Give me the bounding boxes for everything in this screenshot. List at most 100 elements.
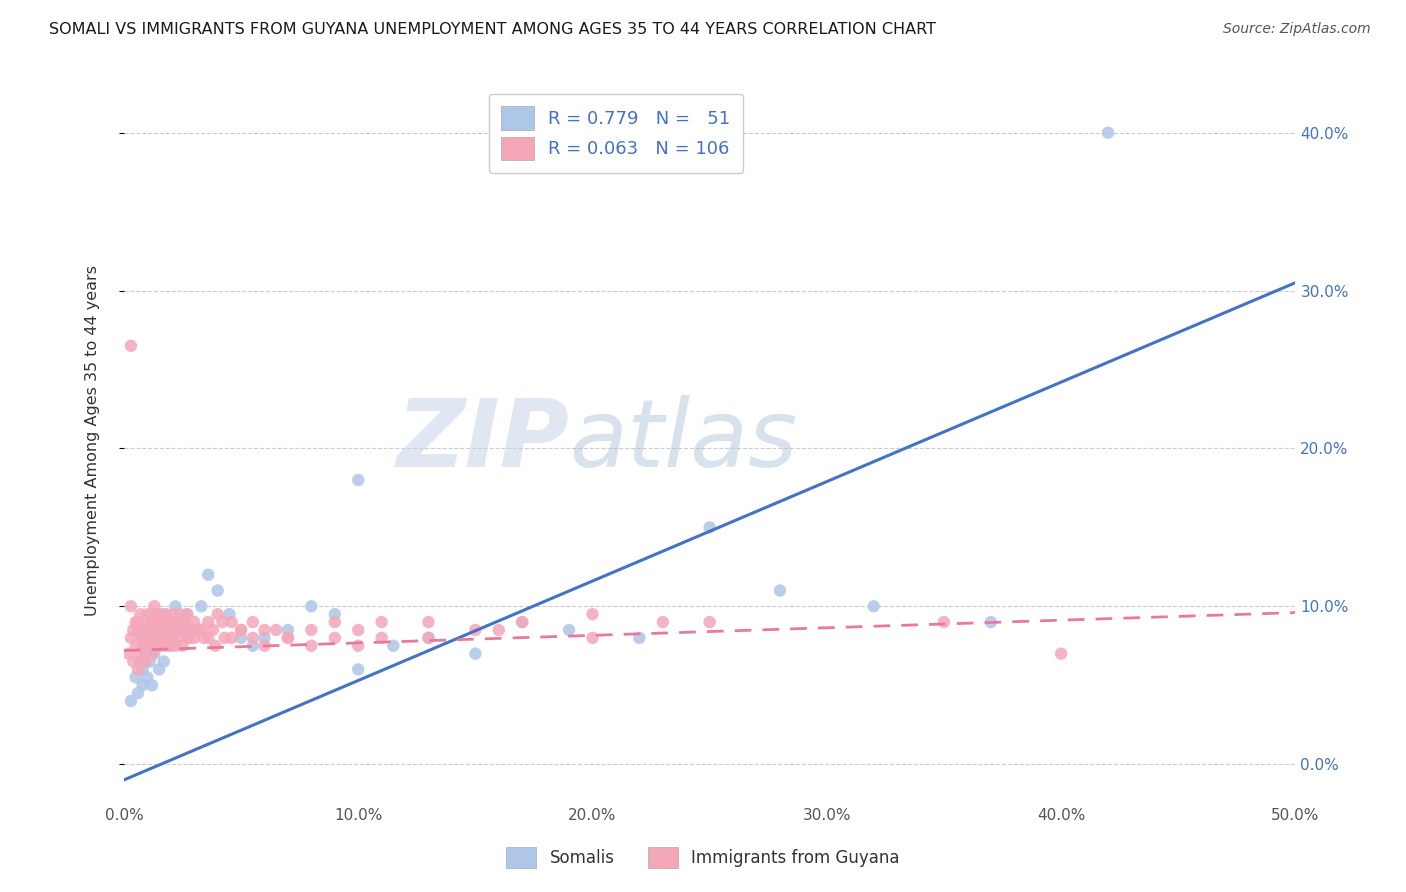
Point (141, 678, 163, 692)
Point (347, 639, 370, 653)
Point (141, 615, 163, 629)
Point (172, 639, 194, 653)
Point (120, 599, 142, 614)
Point (124, 639, 146, 653)
Point (190, 623, 212, 637)
Point (176, 607, 198, 622)
Point (155, 631, 177, 645)
Point (242, 639, 264, 653)
Point (169, 607, 191, 622)
Point (172, 615, 194, 629)
Point (323, 631, 346, 645)
Point (143, 607, 166, 622)
Point (253, 639, 276, 653)
Point (221, 631, 243, 645)
Point (165, 639, 187, 653)
Point (155, 607, 177, 622)
Point (159, 615, 181, 629)
Point (120, 339, 142, 353)
Point (323, 607, 346, 622)
Point (299, 623, 322, 637)
Point (418, 631, 440, 645)
Point (214, 631, 236, 645)
Point (143, 623, 166, 637)
Point (299, 599, 322, 614)
Point (141, 647, 163, 661)
Point (464, 623, 486, 637)
Point (152, 639, 174, 653)
Point (229, 623, 252, 637)
Point (138, 655, 160, 669)
Point (124, 670, 146, 684)
Point (277, 623, 299, 637)
Point (145, 631, 167, 645)
Point (1097, 126, 1119, 140)
Point (229, 631, 252, 645)
Point (323, 615, 346, 629)
Point (173, 615, 195, 629)
Point (152, 623, 174, 637)
Point (148, 662, 170, 676)
Point (157, 615, 180, 629)
Point (159, 639, 181, 653)
Point (148, 623, 170, 637)
Point (162, 623, 184, 637)
Point (197, 615, 219, 629)
Point (150, 631, 173, 645)
Point (510, 615, 533, 629)
Point (197, 631, 219, 645)
Point (143, 647, 166, 661)
Point (183, 631, 205, 645)
Point (347, 662, 370, 676)
Point (127, 623, 149, 637)
Point (201, 623, 224, 637)
Point (120, 631, 142, 645)
Point (166, 631, 188, 645)
Point (122, 623, 145, 637)
Point (166, 623, 188, 637)
Point (932, 615, 955, 629)
Point (131, 639, 153, 653)
Point (143, 599, 166, 614)
Point (187, 623, 209, 637)
Point (162, 607, 184, 622)
Point (176, 631, 198, 645)
Point (145, 615, 167, 629)
Point (127, 686, 149, 700)
Point (131, 678, 153, 692)
Point (150, 623, 173, 637)
Point (699, 520, 721, 534)
Point (204, 639, 226, 653)
Point (211, 615, 233, 629)
Point (148, 639, 170, 653)
Point (148, 639, 170, 653)
Point (558, 623, 581, 637)
Point (183, 623, 205, 637)
Text: SOMALI VS IMMIGRANTS FROM GUYANA UNEMPLOYMENT AMONG AGES 35 TO 44 YEARS CORRELAT: SOMALI VS IMMIGRANTS FROM GUYANA UNEMPLO… (49, 22, 936, 37)
Text: atlas: atlas (569, 395, 797, 486)
Point (138, 639, 160, 653)
Point (136, 615, 159, 629)
Point (152, 655, 174, 669)
Point (980, 615, 1002, 629)
Legend: Somalis, Immigrants from Guyana: Somalis, Immigrants from Guyana (499, 840, 907, 875)
Point (370, 615, 392, 629)
Point (150, 615, 173, 629)
Point (152, 607, 174, 622)
Point (207, 607, 229, 622)
Point (129, 655, 152, 669)
Point (418, 631, 440, 645)
Point (253, 623, 276, 637)
Point (120, 694, 142, 708)
Point (124, 615, 146, 629)
Point (141, 607, 163, 622)
Point (134, 623, 156, 637)
Point (165, 623, 187, 637)
Point (141, 631, 163, 645)
Point (136, 639, 159, 653)
Text: ZIP: ZIP (396, 394, 569, 486)
Point (122, 655, 145, 669)
Point (218, 607, 240, 622)
Point (347, 473, 370, 487)
Point (162, 631, 184, 645)
